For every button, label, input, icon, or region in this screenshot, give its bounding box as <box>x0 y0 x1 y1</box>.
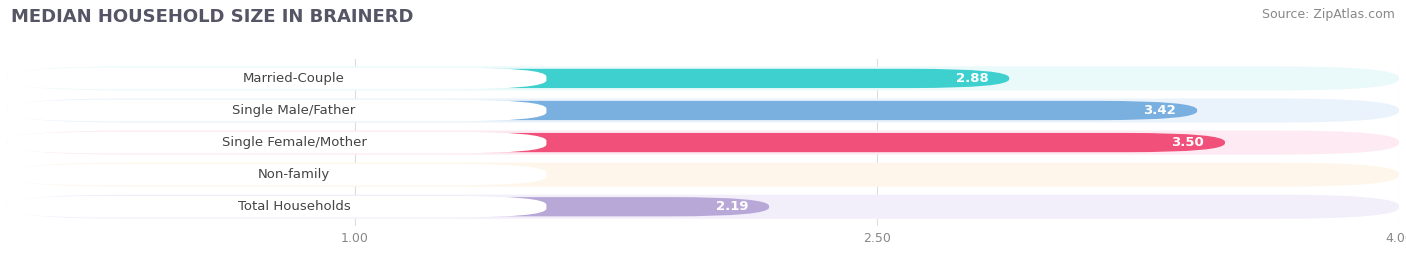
Text: 3.50: 3.50 <box>1171 136 1204 149</box>
Text: 1.19: 1.19 <box>368 168 401 181</box>
Text: 2.88: 2.88 <box>956 72 988 85</box>
Text: Non-family: Non-family <box>257 168 330 181</box>
FancyBboxPatch shape <box>7 66 1399 90</box>
FancyBboxPatch shape <box>7 133 1225 152</box>
Text: Married-Couple: Married-Couple <box>243 72 344 85</box>
Text: Single Male/Father: Single Male/Father <box>232 104 356 117</box>
Text: Single Female/Mother: Single Female/Mother <box>222 136 367 149</box>
FancyBboxPatch shape <box>7 164 547 185</box>
Text: MEDIAN HOUSEHOLD SIZE IN BRAINERD: MEDIAN HOUSEHOLD SIZE IN BRAINERD <box>11 8 413 26</box>
FancyBboxPatch shape <box>7 100 547 121</box>
Text: 3.42: 3.42 <box>1143 104 1177 117</box>
FancyBboxPatch shape <box>7 69 1010 88</box>
FancyBboxPatch shape <box>7 196 547 218</box>
FancyBboxPatch shape <box>7 195 1399 219</box>
FancyBboxPatch shape <box>7 132 547 153</box>
Text: Total Households: Total Households <box>238 200 350 213</box>
FancyBboxPatch shape <box>7 130 1399 155</box>
FancyBboxPatch shape <box>7 98 1399 122</box>
FancyBboxPatch shape <box>7 165 422 184</box>
FancyBboxPatch shape <box>7 163 1399 187</box>
Text: 2.19: 2.19 <box>716 200 748 213</box>
FancyBboxPatch shape <box>7 197 769 216</box>
FancyBboxPatch shape <box>7 101 1197 120</box>
Text: Source: ZipAtlas.com: Source: ZipAtlas.com <box>1261 8 1395 21</box>
FancyBboxPatch shape <box>7 68 547 89</box>
